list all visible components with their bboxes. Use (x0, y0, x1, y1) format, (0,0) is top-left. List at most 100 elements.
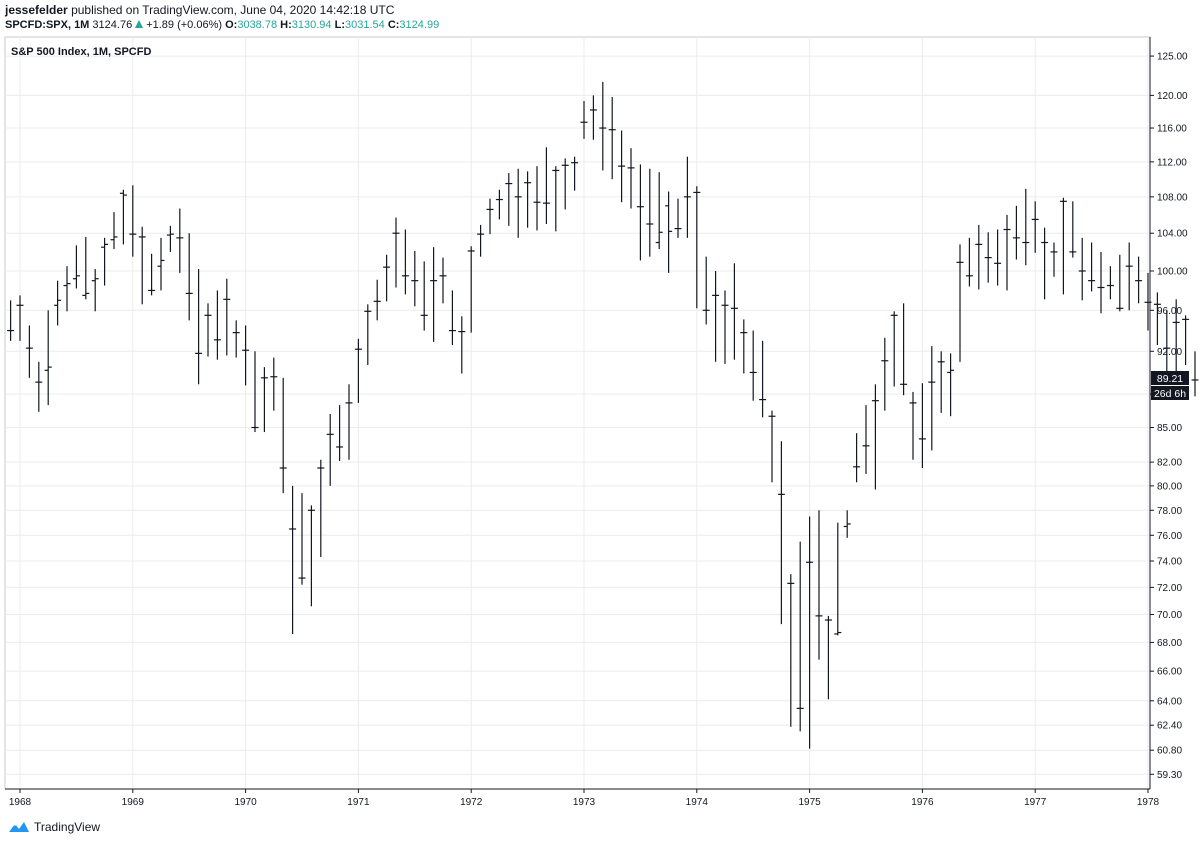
current-price-tag: 89.21 26d 6h (1151, 371, 1189, 400)
ohlc-bar (683, 156, 691, 238)
ohlc-bar (72, 245, 80, 289)
ohlc-bar (787, 574, 795, 727)
author-name[interactable]: jessefelder (5, 3, 68, 17)
ohlc-bar (693, 186, 701, 309)
ohlc-bar (712, 270, 720, 362)
countdown-label: 26d 6h (1154, 388, 1186, 400)
ohlc-bar (862, 405, 870, 474)
ohlc-bar (1106, 266, 1114, 300)
ohlc-bar (251, 351, 259, 433)
y-tick-label: 100.00 (1157, 266, 1188, 277)
current-price-label: 89.21 (1157, 373, 1183, 385)
ohlc-bar (730, 263, 738, 360)
y-tick-label: 104.00 (1157, 229, 1188, 240)
ohlc-bar (599, 81, 607, 171)
y-tick-label: 68.00 (1157, 638, 1182, 649)
ohlc-bar (646, 168, 654, 257)
ohlc-bar (561, 158, 569, 210)
time-axis[interactable]: 1968 1969 1970 1971 1972 1973 1974 1975 1976 1977… (9, 789, 1160, 808)
ohlc-bar (937, 351, 945, 413)
y-tick-label: 112.00 (1157, 157, 1187, 168)
x-tick-label: 1975 (798, 797, 821, 808)
countdown-tag-bg (1151, 386, 1189, 400)
chart-title: S&P 500 Index, 1M, SPCFD (11, 46, 151, 58)
ohlc-bar (204, 303, 212, 357)
y-tick-label: 62.40 (1157, 721, 1182, 732)
ohlc-bar (63, 266, 71, 312)
ohlc-bar (796, 541, 804, 732)
ohlc-bar (242, 325, 250, 386)
ohlc-bar (636, 164, 644, 261)
ohlc-bar (580, 101, 588, 139)
ohlc-bar (740, 319, 748, 374)
ohlc-bar (918, 383, 926, 469)
ohlc-bar (1022, 188, 1030, 266)
ohlc-bar (129, 185, 137, 257)
ohlc-bar (1163, 310, 1171, 374)
y-tick-label: 70.00 (1157, 610, 1182, 621)
ohlc-bar (853, 433, 861, 483)
ohlc-bar (119, 189, 127, 245)
ohlc-bar (890, 311, 898, 387)
ohlc-bar (326, 414, 334, 486)
ohlc-bar (317, 459, 325, 558)
x-tick-label: 1968 (9, 797, 32, 808)
ohlc-bar (571, 156, 579, 191)
ohlc-bar (1069, 201, 1077, 258)
y-tick-label: 116.00 (1157, 124, 1187, 135)
ohlc-bar (815, 510, 823, 660)
ohlc-bar (345, 384, 353, 460)
ohlc-bar (101, 237, 109, 286)
ohlc-bar (618, 130, 626, 203)
close-label: C: (387, 19, 400, 31)
y-tick-label: 120.00 (1157, 91, 1188, 102)
ohlc-bar (505, 173, 513, 226)
ohlc-bar (674, 198, 682, 238)
ohlc-bar (965, 237, 973, 287)
tradingview-logo-icon (9, 822, 29, 832)
ohlc-bar (411, 250, 419, 307)
ohlc-bar (1153, 292, 1161, 346)
ohlc-bar (1059, 197, 1067, 295)
ohlc-bar (458, 316, 466, 374)
ohlc-bar (928, 346, 936, 451)
ohlc-bar (223, 278, 231, 356)
ohlc-bar (148, 253, 156, 296)
ohlc-bar (721, 290, 729, 364)
y-tick-label: 125.00 (1157, 52, 1188, 63)
ohlc-bar (420, 261, 428, 331)
ohlc-bar (834, 522, 842, 636)
ohlc-bar (1078, 237, 1086, 301)
low-label: L: (334, 19, 345, 31)
ohlc-bar (260, 367, 268, 433)
ohlc-bar (749, 330, 757, 401)
ohlc-bar (956, 244, 964, 362)
y-tick-label: 80.00 (1157, 481, 1182, 492)
plot-area[interactable] (4, 36, 1151, 790)
price-axis[interactable]: 59.30 60.80 62.40 64.00 66.00 68.00 70.00 72.00… (1150, 52, 1188, 781)
tradingview-brand[interactable]: TradingView (34, 820, 101, 834)
y-tick-label: 60.80 (1157, 746, 1182, 757)
ohlc-bar (777, 441, 785, 625)
ohlc-bar (354, 338, 362, 403)
x-tick-label: 1977 (1024, 797, 1047, 808)
ohlc-bar (1125, 242, 1133, 311)
ohlc-bar (270, 357, 278, 411)
ohlc-bar (279, 377, 287, 494)
ohlc-bar (392, 217, 400, 288)
ohlc-bar (110, 212, 118, 250)
ohlc-bar (759, 340, 767, 418)
open-value: 3038.78 (237, 19, 278, 31)
ohlc-bar (298, 493, 306, 585)
ohlc-bar (467, 246, 475, 333)
ohlc-bar (900, 303, 908, 396)
ohlc-bar (1050, 242, 1058, 277)
symbol-label: SPCFD:SPX, 1M (5, 19, 90, 31)
price-change: +1.89 (+0.06%) (146, 19, 223, 31)
ohlc-bar (307, 505, 315, 607)
up-arrow-icon (135, 20, 144, 28)
footer-branding: TradingView (8, 820, 100, 834)
ohlc-bar (44, 310, 52, 406)
ohlc-bar (975, 224, 983, 290)
